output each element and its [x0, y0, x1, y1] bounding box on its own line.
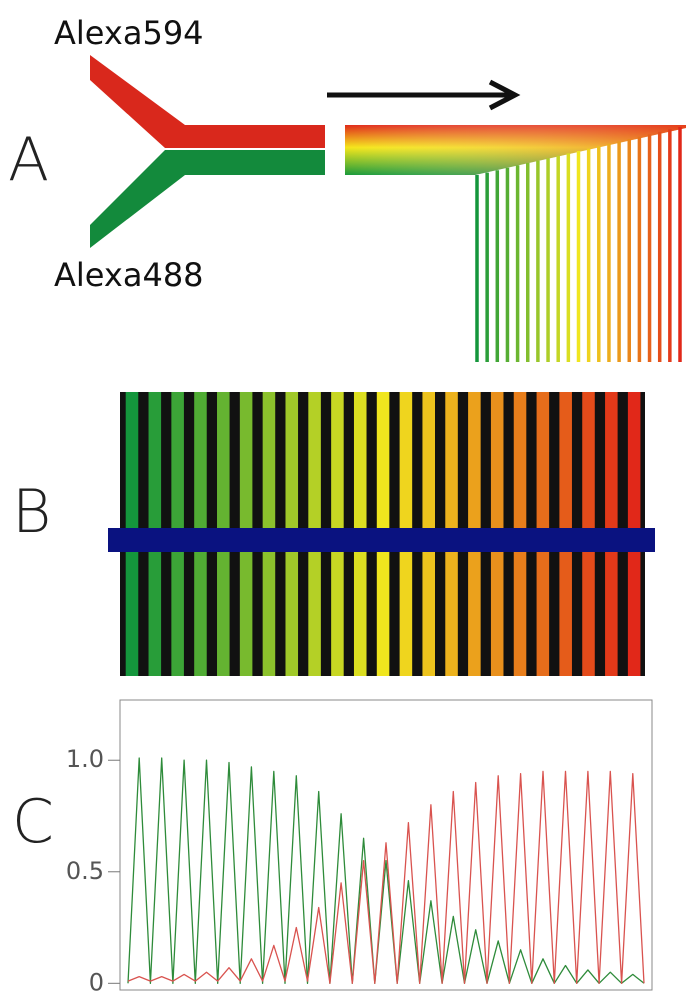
panel-label: B — [12, 477, 51, 547]
y-tick-label: 0 — [89, 968, 104, 996]
outlets — [475, 127, 682, 362]
inlet-label: Alexa594 — [54, 14, 204, 52]
plot: 0 0.5 1.0 — [66, 745, 645, 996]
series-line — [127, 770, 645, 984]
green-inlet — [90, 150, 325, 248]
panel-label: A — [8, 125, 49, 195]
panel-label: C — [12, 787, 54, 857]
y-tick-label: 0.5 — [66, 857, 104, 885]
mixing-channel-shade — [345, 125, 686, 175]
y-tick-label: 1.0 — [66, 745, 104, 773]
arrow-head — [488, 79, 521, 111]
scan-line — [108, 528, 655, 552]
series-line — [127, 757, 645, 984]
plot-frame — [119, 699, 653, 991]
red-inlet — [90, 55, 325, 148]
inlet-label: Alexa488 — [54, 256, 204, 294]
